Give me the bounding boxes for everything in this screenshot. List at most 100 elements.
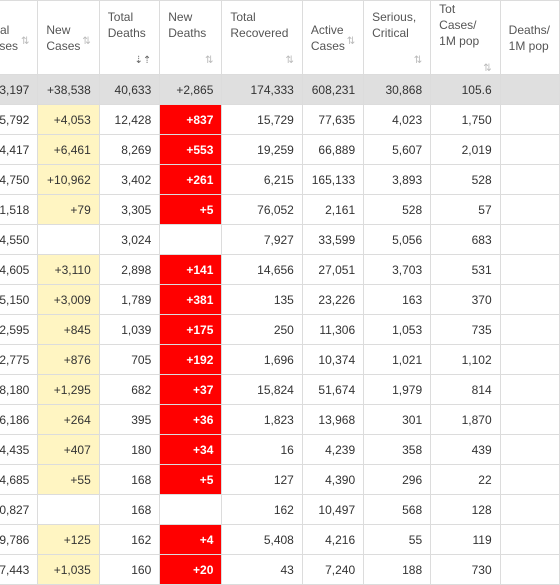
- sort-descending-icon[interactable]: ⇣⇡: [134, 55, 152, 66]
- serious-critical-cell: 30,868: [363, 74, 432, 105]
- table-row: 4,435 +407 180 +34 16 4,239 358 439: [0, 434, 560, 465]
- new-cases-cell: +4,053: [37, 104, 100, 135]
- total-cases-cell: 105,792: [0, 104, 39, 135]
- active-cases-cell: 23,226: [301, 284, 365, 315]
- header-total-recovered[interactable]: Total Recovered ⇅: [221, 0, 303, 75]
- total-recovered-cell: 43: [221, 554, 303, 585]
- deaths-per-1m-cell: [499, 344, 560, 375]
- active-cases-cell: 66,889: [301, 134, 365, 165]
- sort-icon[interactable]: ⇅: [204, 55, 214, 66]
- new-cases-cell: +79: [37, 194, 100, 225]
- active-cases-cell: 13,968: [301, 404, 365, 435]
- new-cases-cell: +6,461: [37, 134, 100, 165]
- deaths-per-1m-cell: [499, 404, 560, 435]
- new-deaths-cell: +5: [159, 194, 223, 225]
- serious-critical-cell: 3,703: [363, 254, 432, 285]
- header-active-cases[interactable]: Active Cases ⇅: [301, 0, 365, 75]
- table-row: 44,605+3,1102,898+14114,65627,0513,70353…: [0, 254, 560, 285]
- total-cases-cell: 10,827: [0, 494, 39, 525]
- total-deaths-cell: 40,633: [98, 74, 161, 105]
- sort-icon[interactable]: ⇅: [20, 35, 30, 47]
- active-cases-cell: 10,374: [301, 344, 365, 375]
- new-deaths-cell: +4: [159, 524, 223, 555]
- new-deaths-cell: +381: [159, 284, 223, 315]
- active-cases-cell: 77,635: [301, 104, 365, 135]
- total-recovered-cell: 5,408: [221, 524, 303, 555]
- deaths-per-1m-cell: [499, 314, 560, 345]
- serious-critical-cell: 5,607: [363, 134, 432, 165]
- table-row: 174,750+10,9623,402+2616,215165,1333,893…: [0, 164, 560, 195]
- total-cases-cell: 12,595: [0, 314, 39, 345]
- header-total-cases[interactable]: Total Cases⇅: [0, 0, 39, 75]
- total-cases-cell: 44,550: [0, 224, 39, 255]
- tot-cases-per-1m-cell: 1,870: [430, 404, 501, 435]
- serious-critical-cell: 1,053: [363, 314, 432, 345]
- deaths-per-1m-cell: [499, 494, 560, 525]
- total-deaths-cell: 160: [98, 554, 161, 585]
- total-cases-cell: 7,443: [0, 554, 39, 585]
- total-deaths-cell: 168: [98, 494, 161, 525]
- deaths-per-1m-cell: [499, 434, 560, 465]
- header-new-cases[interactable]: New Cases ⇅: [37, 0, 100, 75]
- tot-cases-per-1m-cell: 531: [430, 254, 501, 285]
- active-cases-cell: 33,599: [301, 224, 365, 255]
- active-cases-cell: 4,216: [301, 524, 365, 555]
- total-cases-cell: 16,186: [0, 404, 39, 435]
- header-serious-critical[interactable]: Serious, Critical ⇅: [363, 0, 432, 75]
- total-deaths-cell: 3,305: [98, 194, 161, 225]
- header-row: Total Cases⇅ New Cases⇅ Total Deaths⇣⇡ N…: [0, 0, 560, 75]
- table-row: 105,792+4,05312,428+83715,72977,6354,023…: [0, 104, 560, 135]
- total-deaths-cell: 3,402: [98, 164, 161, 195]
- tot-cases-per-1m-cell: 735: [430, 314, 501, 345]
- tot-cases-per-1m-cell: 370: [430, 284, 501, 315]
- new-deaths-cell: +34: [159, 434, 223, 465]
- total-recovered-cell: 7,927: [221, 224, 303, 255]
- deaths-per-1m-cell: [499, 464, 560, 495]
- total-recovered-cell: 1,823: [221, 404, 303, 435]
- serious-critical-cell: 4,023: [363, 104, 432, 135]
- total-cases-cell: 4,435: [0, 434, 39, 465]
- header-new-deaths[interactable]: New Deaths ⇅: [159, 0, 223, 75]
- serious-critical-cell: 5,056: [363, 224, 432, 255]
- total-recovered-cell: 174,333: [221, 74, 303, 105]
- tot-cases-per-1m-cell: 683: [430, 224, 501, 255]
- serious-critical-cell: 188: [363, 554, 432, 585]
- serious-critical-cell: 163: [363, 284, 432, 315]
- header-deaths-per-1m[interactable]: Deaths/ 1M pop: [499, 0, 560, 75]
- header-tot-cases-per-1m[interactable]: Tot Cases/ 1M pop ⇅: [430, 0, 501, 75]
- total-cases-cell: 823,197: [0, 74, 39, 105]
- sort-icon[interactable]: ⇅: [82, 35, 91, 47]
- total-deaths-cell: 2,898: [98, 254, 161, 285]
- active-cases-cell: 2,161: [301, 194, 365, 225]
- serious-critical-cell: 358: [363, 434, 432, 465]
- total-deaths-cell: 3,024: [98, 224, 161, 255]
- header-total-deaths[interactable]: Total Deaths ⇣⇡: [98, 0, 161, 75]
- sort-icon[interactable]: ⇅: [413, 55, 423, 66]
- sort-icon[interactable]: ⇅: [285, 55, 294, 66]
- new-cases-cell: +38,538: [37, 74, 100, 105]
- active-cases-cell: 165,133: [301, 164, 365, 195]
- new-cases-cell: +1,035: [37, 554, 100, 585]
- sort-icon[interactable]: ⇅: [483, 63, 492, 74]
- sort-icon[interactable]: ⇅: [346, 35, 356, 47]
- tot-cases-per-1m-cell: 22: [430, 464, 501, 495]
- new-cases-cell: +55: [37, 464, 100, 495]
- deaths-per-1m-cell: [499, 104, 560, 135]
- new-deaths-cell: +141: [159, 254, 223, 285]
- total-cases-cell: 174,750: [0, 164, 39, 195]
- total-cases-cell: 94,417: [0, 134, 39, 165]
- deaths-per-1m-cell: [499, 374, 560, 405]
- serious-critical-cell: 1,979: [363, 374, 432, 405]
- new-deaths-cell: +36: [159, 404, 223, 435]
- serious-critical-cell: 528: [363, 194, 432, 225]
- total-recovered-cell: 16: [221, 434, 303, 465]
- total-deaths-cell: 705: [98, 344, 161, 375]
- tot-cases-per-1m-cell: 2,019: [430, 134, 501, 165]
